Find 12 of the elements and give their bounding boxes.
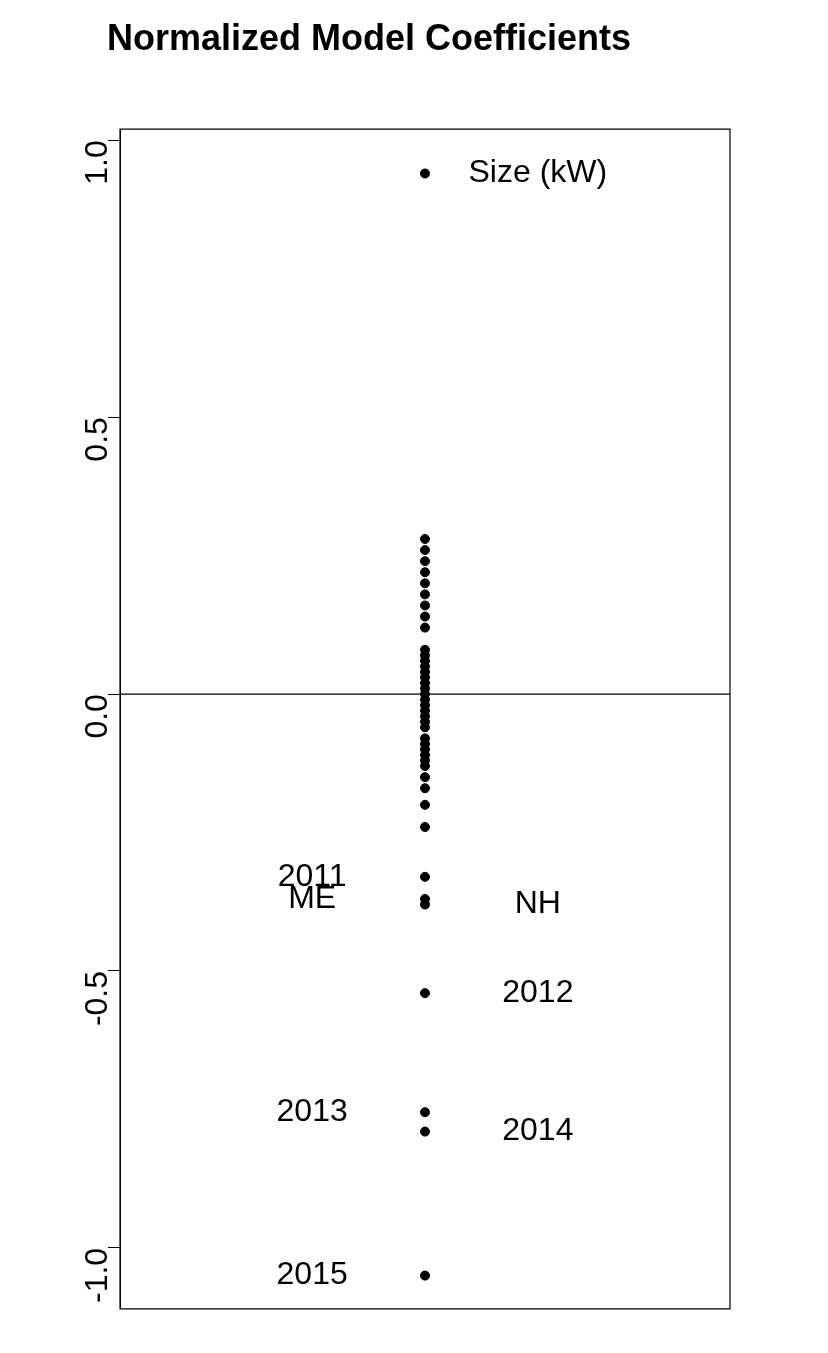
series-label: Size (kW) (468, 153, 608, 190)
y-tick-label: -1.0 (77, 1247, 114, 1304)
chart-title: Normalized Model Coefficients (106, 16, 632, 58)
text: 2015 (276, 1255, 348, 1292)
text: 2012 (502, 972, 574, 1009)
y-tick-label: 0.5 (77, 417, 114, 462)
y-tick-label: -0.5 (77, 970, 114, 1027)
text: 2013 (276, 1092, 348, 1129)
text: 2014 (502, 1111, 574, 1148)
y-tick-label: 1.0 (77, 140, 114, 185)
y-tick-label: 0.0 (77, 694, 114, 739)
text: NH (514, 884, 561, 921)
